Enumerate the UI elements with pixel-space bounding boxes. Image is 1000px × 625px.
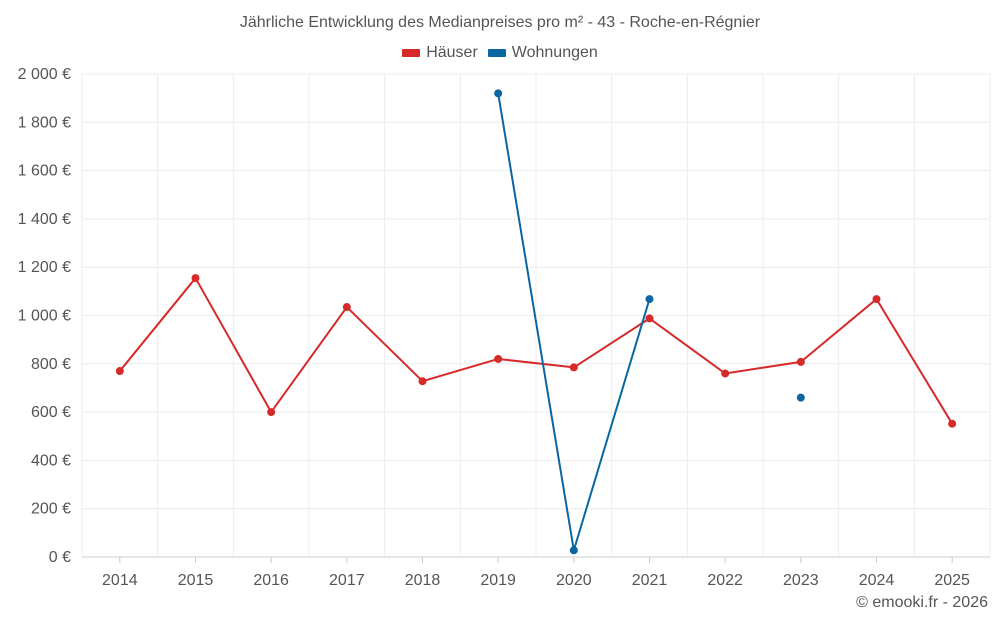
x-tick-label: 2024	[859, 572, 895, 589]
chart-legend: Häuser Wohnungen	[0, 44, 1000, 62]
y-tick-label: 1 000 €	[18, 308, 71, 325]
legend-swatch-haeuser	[402, 49, 421, 57]
y-tick-label: 800 €	[31, 356, 71, 373]
data-point-haeuser	[494, 354, 503, 363]
x-tick-label: 2022	[707, 572, 743, 589]
y-tick-label: 400 €	[31, 452, 71, 469]
series-line-haeuser	[118, 277, 954, 425]
data-point-haeuser	[948, 419, 957, 428]
y-tick-label: 1 800 €	[18, 114, 71, 131]
data-point-haeuser	[872, 295, 881, 304]
data-point-haeuser	[342, 303, 351, 312]
y-tick-label: 200 €	[31, 501, 71, 518]
x-tick-label: 2019	[480, 572, 516, 589]
chart-title: Jährliche Entwicklung des Medianpreises …	[239, 14, 761, 31]
legend-item-haeuser[interactable]: Häuser	[402, 44, 478, 62]
data-point-haeuser	[721, 369, 730, 378]
x-tick-label: 2020	[556, 572, 592, 589]
legend-label-haeuser: Häuser	[426, 44, 478, 61]
series-line-wohnungen	[497, 92, 651, 552]
data-point-haeuser	[191, 274, 200, 283]
data-point-haeuser	[267, 408, 276, 417]
legend-swatch-wohnungen	[487, 49, 506, 57]
x-tick-label: 2017	[329, 572, 365, 589]
y-tick-label: 2 000 €	[18, 66, 71, 83]
credit-text: © emooki.fr - 2026	[856, 594, 988, 611]
data-point-haeuser	[418, 377, 427, 386]
data-point-haeuser	[115, 367, 124, 376]
data-point-wohnungen	[494, 89, 503, 98]
y-tick-label: 1 200 €	[18, 259, 71, 276]
x-tick-label: 2021	[632, 572, 668, 589]
legend-item-wohnungen[interactable]: Wohnungen	[487, 44, 598, 62]
data-point-wohnungen	[645, 295, 654, 304]
y-tick-label: 1 600 €	[18, 163, 71, 180]
y-tick-label: 600 €	[31, 404, 71, 421]
data-point-haeuser	[569, 363, 578, 372]
y-tick-label: 0 €	[49, 549, 71, 566]
data-point-haeuser	[645, 314, 654, 323]
data-point-wohnungen	[796, 393, 805, 402]
x-tick-label: 2025	[934, 572, 970, 589]
y-tick-label: 1 400 €	[18, 211, 71, 228]
x-tick-label: 2023	[783, 572, 819, 589]
legend-label-wohnungen: Wohnungen	[511, 44, 598, 61]
data-point-haeuser	[796, 357, 805, 366]
x-tick-label: 2014	[102, 572, 138, 589]
x-tick-label: 2016	[253, 572, 289, 589]
x-tick-label: 2018	[405, 572, 441, 589]
x-tick-label: 2015	[178, 572, 214, 589]
data-point-wohnungen	[569, 546, 578, 555]
